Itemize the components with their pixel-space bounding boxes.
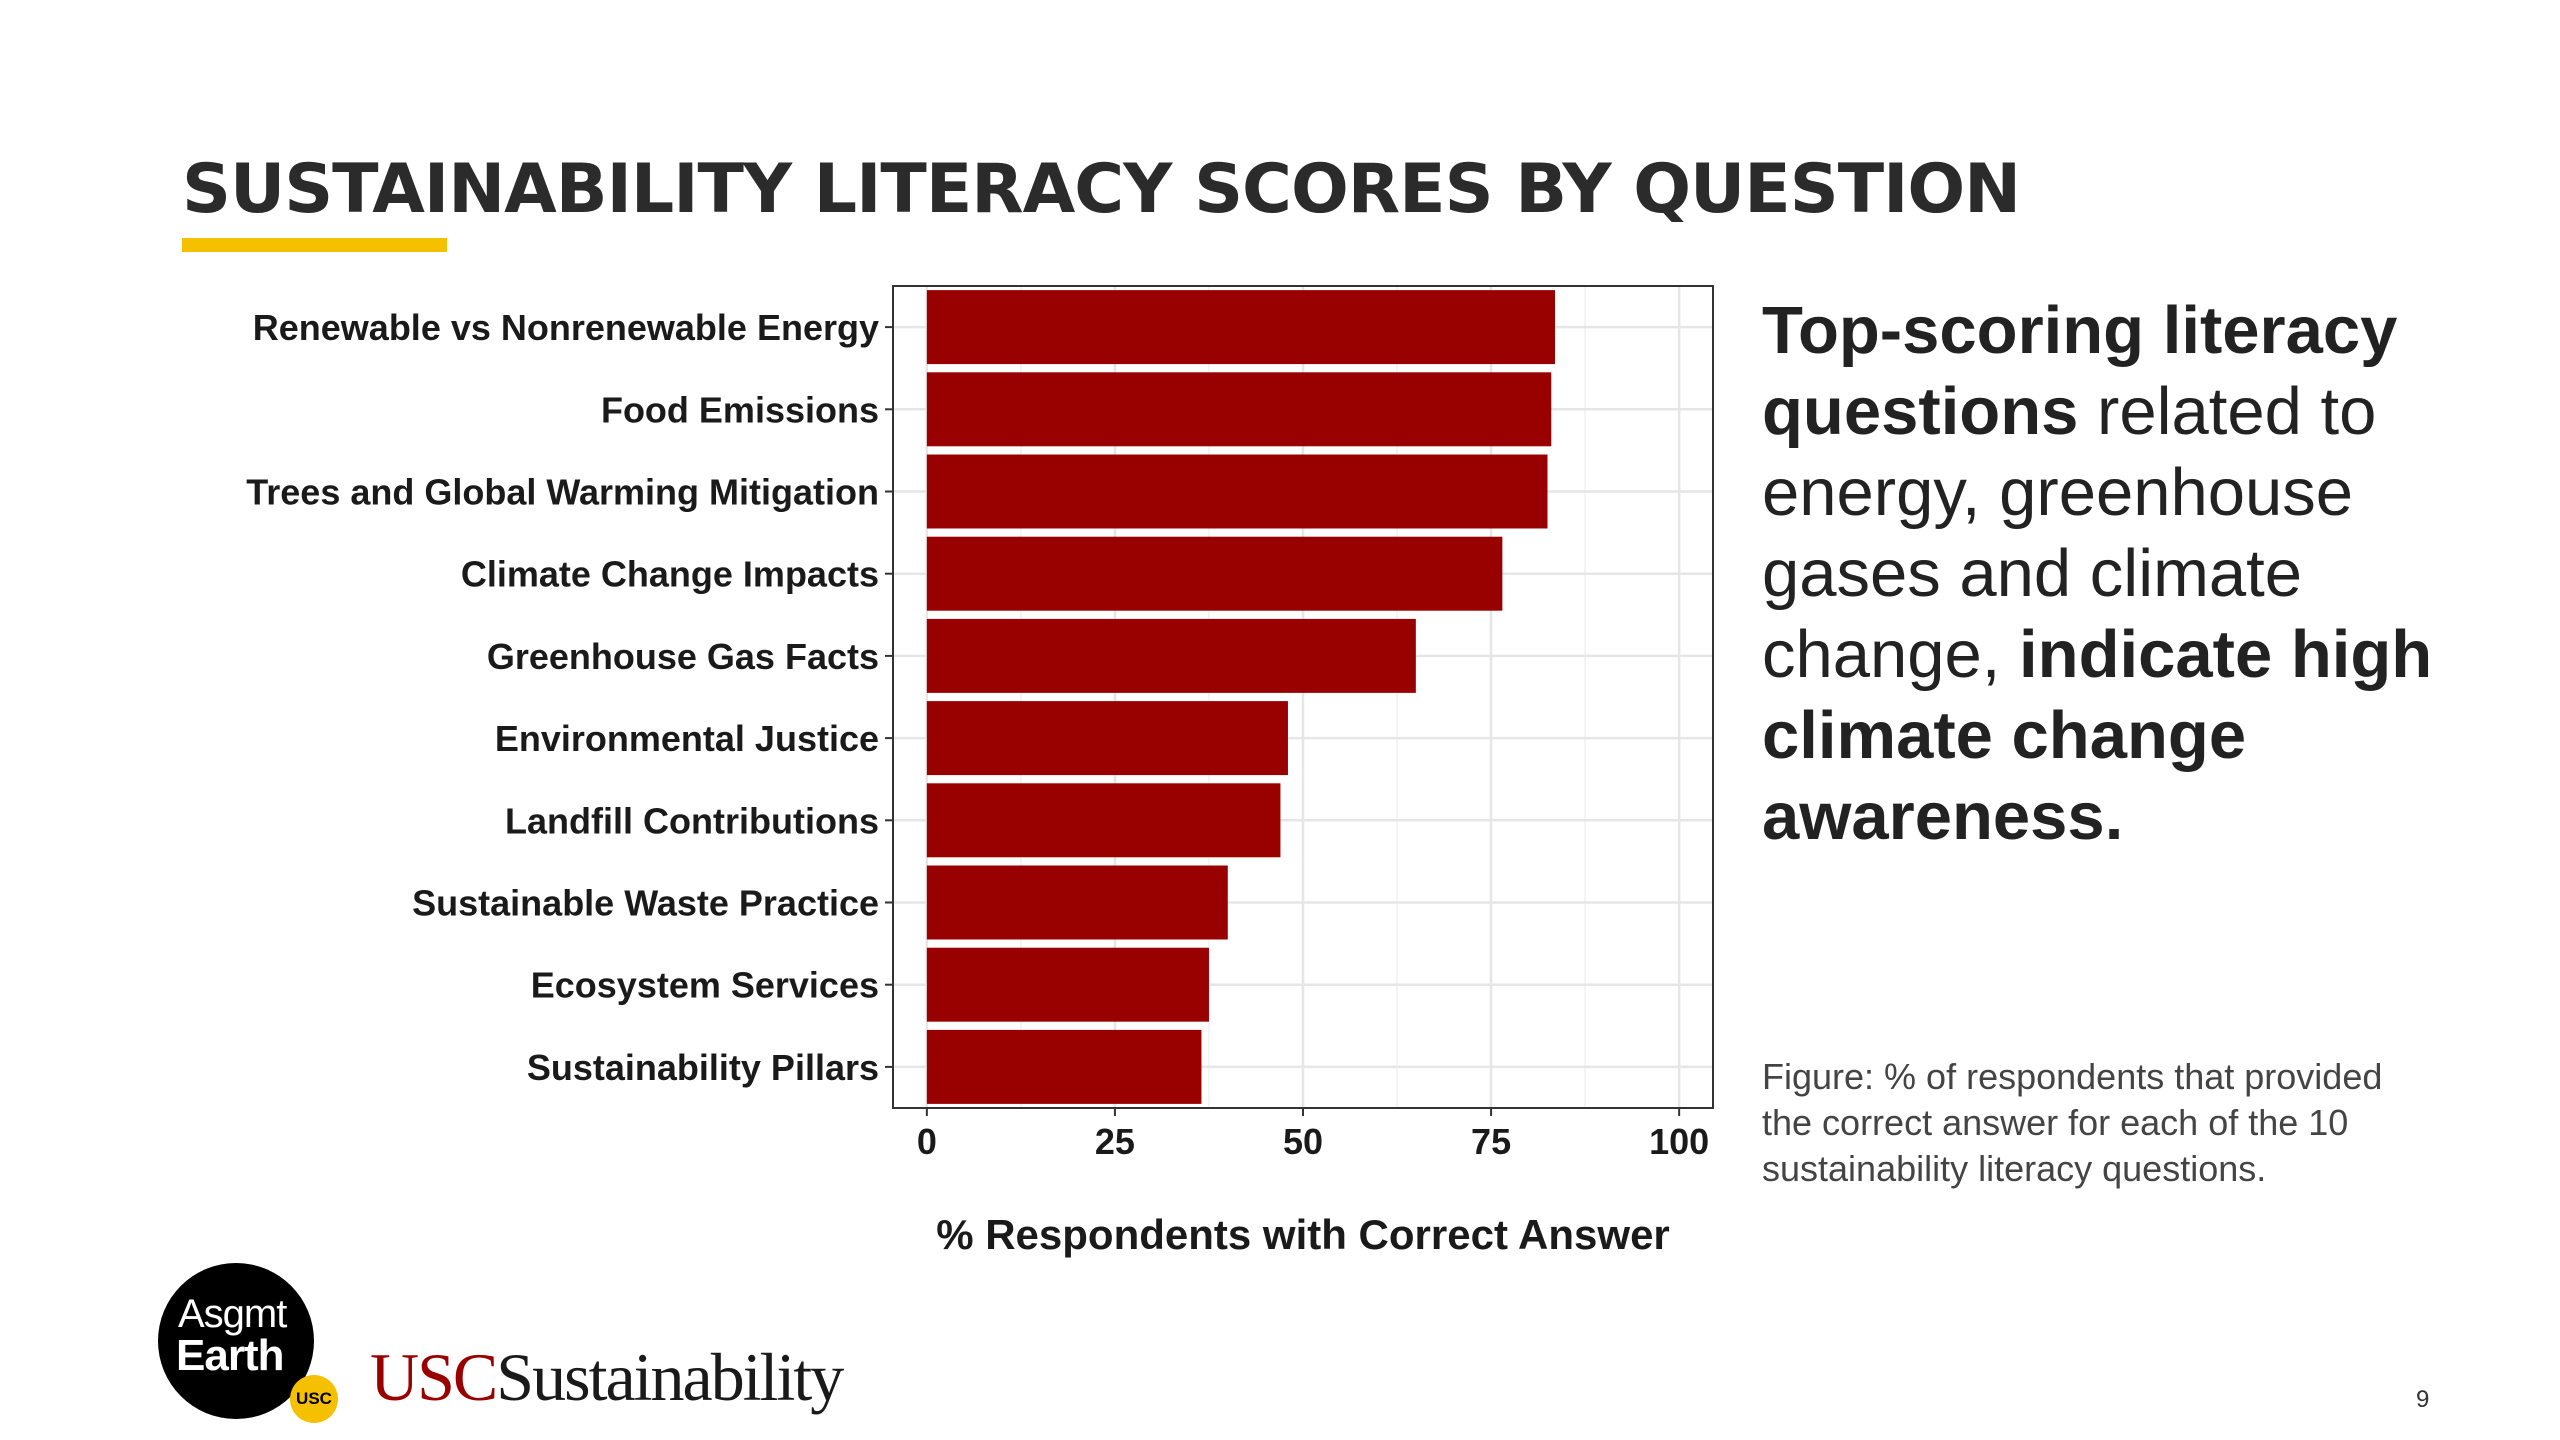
x-tick-label: 0 — [917, 1121, 937, 1162]
logo-usc: USC — [370, 1339, 498, 1415]
x-tick-label: 25 — [1095, 1121, 1135, 1162]
title-accent-bar — [182, 238, 447, 252]
category-label: Food Emissions — [601, 389, 879, 430]
callout-regular: related to energy, greenhouse gases and … — [1762, 374, 2377, 692]
figure-caption: Figure: % of respondents that provided t… — [1762, 1056, 2383, 1189]
bar — [926, 865, 1228, 940]
logo-text-earth: Earth — [176, 1331, 284, 1380]
callout-text: Top-scoring literacy questions related t… — [1762, 290, 2482, 857]
x-tick-label: 50 — [1283, 1121, 1323, 1162]
x-axis-title: % Respondents with Correct Answer — [936, 1211, 1670, 1258]
x-tick-label: 100 — [1649, 1121, 1709, 1162]
bar — [926, 454, 1548, 529]
bar — [926, 536, 1503, 611]
category-label: Landfill Contributions — [505, 800, 879, 841]
logo-usc-badge: USC — [290, 1375, 338, 1423]
category-label: Ecosystem Services — [531, 965, 879, 1006]
category-label: Renewable vs Nonrenewable Energy — [253, 307, 879, 348]
bar — [926, 947, 1209, 1022]
category-label: Climate Change Impacts — [461, 554, 879, 595]
category-label: Sustainability Pillars — [527, 1047, 879, 1088]
category-label: Greenhouse Gas Facts — [487, 636, 879, 677]
callout-bold-conclusion: indicate high climate change awareness. — [1762, 617, 2433, 854]
callout-bold-lead: Top-scoring literacy questions — [1762, 293, 2398, 449]
page-number: 9 — [2416, 1386, 2430, 1413]
asgmt-earth-logo: Asgmt Earth USC — [158, 1263, 338, 1423]
bar — [926, 618, 1416, 693]
usc-sustainability-logo: USCSustainability — [370, 1338, 844, 1417]
logo-text-asgmt: Asgmt — [178, 1292, 287, 1336]
bar — [926, 290, 1556, 365]
bar — [926, 372, 1552, 447]
category-label: Trees and Global Warming Mitigation — [246, 472, 879, 513]
slide-title: SUSTAINABILITY LITERACY SCORES BY QUESTI… — [182, 150, 2021, 229]
plot-border — [892, 285, 1714, 1109]
category-label: Sustainable Waste Practice — [412, 883, 879, 924]
category-label: Environmental Justice — [495, 718, 879, 759]
bar — [926, 701, 1288, 776]
bar — [926, 783, 1281, 858]
logo-sustainability: Sustainability — [496, 1339, 844, 1415]
bar — [926, 1029, 1202, 1104]
x-tick-label: 75 — [1471, 1121, 1511, 1162]
